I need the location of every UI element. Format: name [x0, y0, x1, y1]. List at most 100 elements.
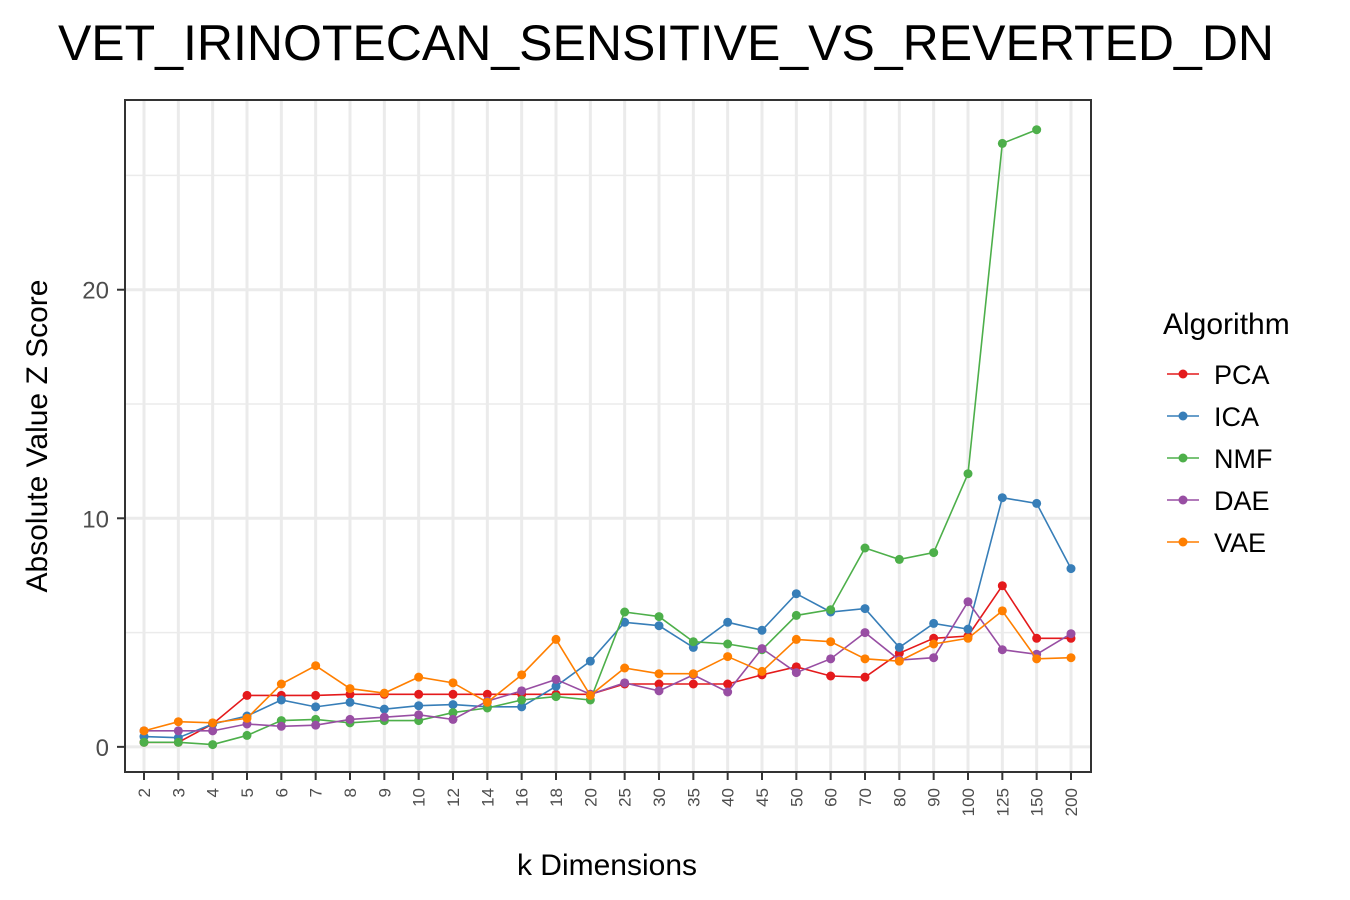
legend-item-vae: VAE [1167, 528, 1266, 558]
series-layer [139, 125, 1076, 750]
legend-item-dae: DAE [1167, 486, 1270, 516]
point-dae [997, 645, 1007, 655]
point-dae [1066, 629, 1076, 639]
point-nmf [723, 639, 733, 649]
legend-label: ICA [1214, 402, 1259, 432]
point-vae [791, 634, 801, 644]
legend-key-point [1178, 369, 1188, 379]
point-dae [517, 686, 527, 696]
point-pca [414, 689, 424, 699]
point-ica [585, 656, 595, 666]
point-nmf [826, 605, 836, 615]
point-vae [585, 690, 595, 700]
point-vae [414, 672, 424, 682]
point-pca [482, 689, 492, 699]
y-tick-label: 20 [82, 278, 109, 305]
point-dae [414, 710, 424, 720]
point-pca [997, 581, 1007, 591]
point-pca [654, 679, 664, 689]
point-dae [379, 712, 389, 722]
point-vae [929, 639, 939, 649]
point-ica [551, 681, 561, 691]
point-vae [139, 726, 149, 736]
point-dae [654, 686, 664, 696]
point-nmf [517, 695, 527, 705]
point-dae [791, 668, 801, 678]
point-ica [1066, 564, 1076, 574]
point-vae [551, 634, 561, 644]
series-vae [139, 606, 1076, 736]
legend-title: Algorithm [1163, 308, 1290, 341]
y-tick-label: 0 [96, 735, 109, 762]
x-tick-label: 90 [925, 788, 944, 807]
point-ica [654, 621, 664, 631]
point-pca [826, 671, 836, 681]
point-nmf [791, 610, 801, 620]
x-axis: 2 3 4 5 6 7 8 9 10 12 14 16 18 20 25 30 35 40 45 50 60 70 80 90… [135, 772, 1081, 816]
point-pca [311, 690, 321, 700]
point-ica [345, 697, 355, 707]
point-nmf [929, 548, 939, 558]
point-nmf [963, 469, 973, 479]
point-ica [311, 702, 321, 712]
point-ica [379, 704, 389, 714]
point-vae [894, 656, 904, 666]
x-tick-label: 16 [513, 788, 532, 807]
x-tick-label: 20 [581, 788, 600, 807]
point-vae [517, 670, 527, 680]
y-axis: 0 10 20 [82, 278, 125, 762]
point-ica [620, 617, 630, 627]
point-ica [894, 642, 904, 652]
point-dae [173, 726, 183, 736]
x-tick-label: 2 [135, 788, 154, 797]
point-ica [448, 700, 458, 710]
x-tick-label: 150 [1028, 788, 1047, 816]
legend-key-point [1178, 495, 1188, 505]
point-dae [276, 721, 286, 731]
point-nmf [208, 740, 218, 750]
point-nmf [1032, 125, 1042, 135]
x-tick-label: 8 [341, 788, 360, 797]
point-dae [826, 654, 836, 664]
point-vae [997, 606, 1007, 616]
series-line-dae [144, 600, 1072, 732]
point-pca [242, 690, 252, 700]
x-tick-label: 3 [169, 788, 188, 797]
legend-label: PCA [1214, 360, 1270, 390]
x-tick-label: 35 [684, 788, 703, 807]
x-tick-label: 7 [307, 788, 326, 797]
x-axis-title: k Dimensions [517, 849, 697, 882]
point-nmf [139, 737, 149, 747]
point-dae [723, 687, 733, 697]
x-tick-label: 40 [719, 788, 738, 807]
point-vae [963, 633, 973, 643]
y-tick-label: 10 [82, 506, 109, 533]
point-vae [482, 697, 492, 707]
point-pca [1032, 633, 1042, 643]
point-pca [723, 679, 733, 689]
point-vae [311, 661, 321, 671]
legend-key-point [1178, 411, 1188, 421]
point-ica [963, 624, 973, 634]
x-tick-label: 6 [272, 788, 291, 797]
point-dae [860, 628, 870, 638]
point-ica [860, 604, 870, 614]
point-nmf [242, 730, 252, 740]
point-dae [311, 720, 321, 730]
point-vae [654, 669, 664, 679]
x-tick-label: 12 [444, 788, 463, 807]
point-vae [688, 669, 698, 679]
point-nmf [894, 554, 904, 564]
x-tick-label: 14 [478, 788, 497, 807]
point-vae [242, 713, 252, 723]
x-tick-label: 9 [375, 788, 394, 797]
point-ica [723, 617, 733, 627]
plot-panel-border [124, 99, 1092, 773]
x-tick-label: 45 [753, 788, 772, 807]
point-vae [723, 652, 733, 662]
point-pca [688, 679, 698, 689]
y-axis-title: Absolute Value Z Score [21, 280, 54, 593]
x-tick-label: 30 [650, 788, 669, 807]
x-tick-label: 70 [856, 788, 875, 807]
